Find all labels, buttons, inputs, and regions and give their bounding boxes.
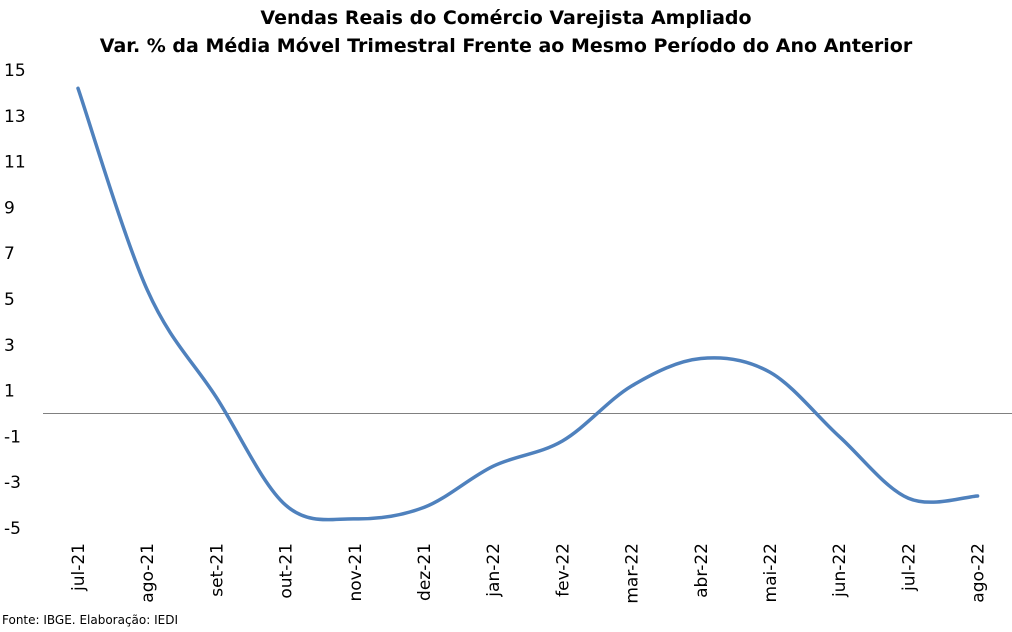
y-tick-label: 13 [4, 107, 26, 127]
x-tick-label: nov-21 [346, 543, 366, 602]
y-tick-label: 11 [4, 153, 26, 173]
x-tick-label: jun-22 [830, 543, 850, 598]
y-axis-ticks: 15 13 11 9 7 5 3 1 -1 -3 -5 [4, 61, 26, 539]
x-tick-label: jan-22 [484, 543, 504, 598]
y-tick-label: 9 [4, 198, 15, 218]
y-tick-label: 1 [4, 382, 15, 402]
x-tick-label: mar-22 [623, 543, 643, 604]
y-tick-label: -5 [4, 519, 21, 539]
x-tick-label: fev-22 [553, 543, 573, 597]
x-tick-label: out-21 [277, 543, 297, 599]
x-tick-label: ago-21 [138, 543, 158, 603]
x-tick-label: set-21 [207, 543, 227, 597]
chart-title: Vendas Reais do Comércio Varejista Ampli… [260, 7, 752, 29]
x-tick-label: abr-22 [692, 543, 712, 598]
y-tick-label: -1 [4, 427, 21, 447]
source-note: Fonte: IBGE. Elaboração: IEDI [2, 613, 179, 627]
y-tick-label: 15 [4, 61, 26, 81]
x-tick-label: jul-22 [899, 543, 919, 592]
x-tick-label: dez-21 [415, 543, 435, 601]
y-tick-label: 3 [4, 336, 15, 356]
x-axis-ticks: jul-21 ago-21 set-21 out-21 nov-21 dez-21 jan-… [69, 543, 989, 604]
x-tick-label: jul-21 [69, 543, 89, 592]
line-chart: 15 13 11 9 7 5 3 1 -1 -3 -5 jul-21 ago-21 set-21 out-… [4, 61, 1012, 604]
y-tick-label: -3 [4, 473, 21, 493]
chart-subtitle: Var. % da Média Móvel Trimestral Frente … [99, 35, 913, 57]
x-tick-label: mai-22 [761, 543, 781, 602]
y-tick-label: 7 [4, 244, 15, 264]
series-line [76, 86, 980, 522]
x-tick-label: ago-22 [969, 543, 989, 603]
y-tick-label: 5 [4, 290, 15, 310]
